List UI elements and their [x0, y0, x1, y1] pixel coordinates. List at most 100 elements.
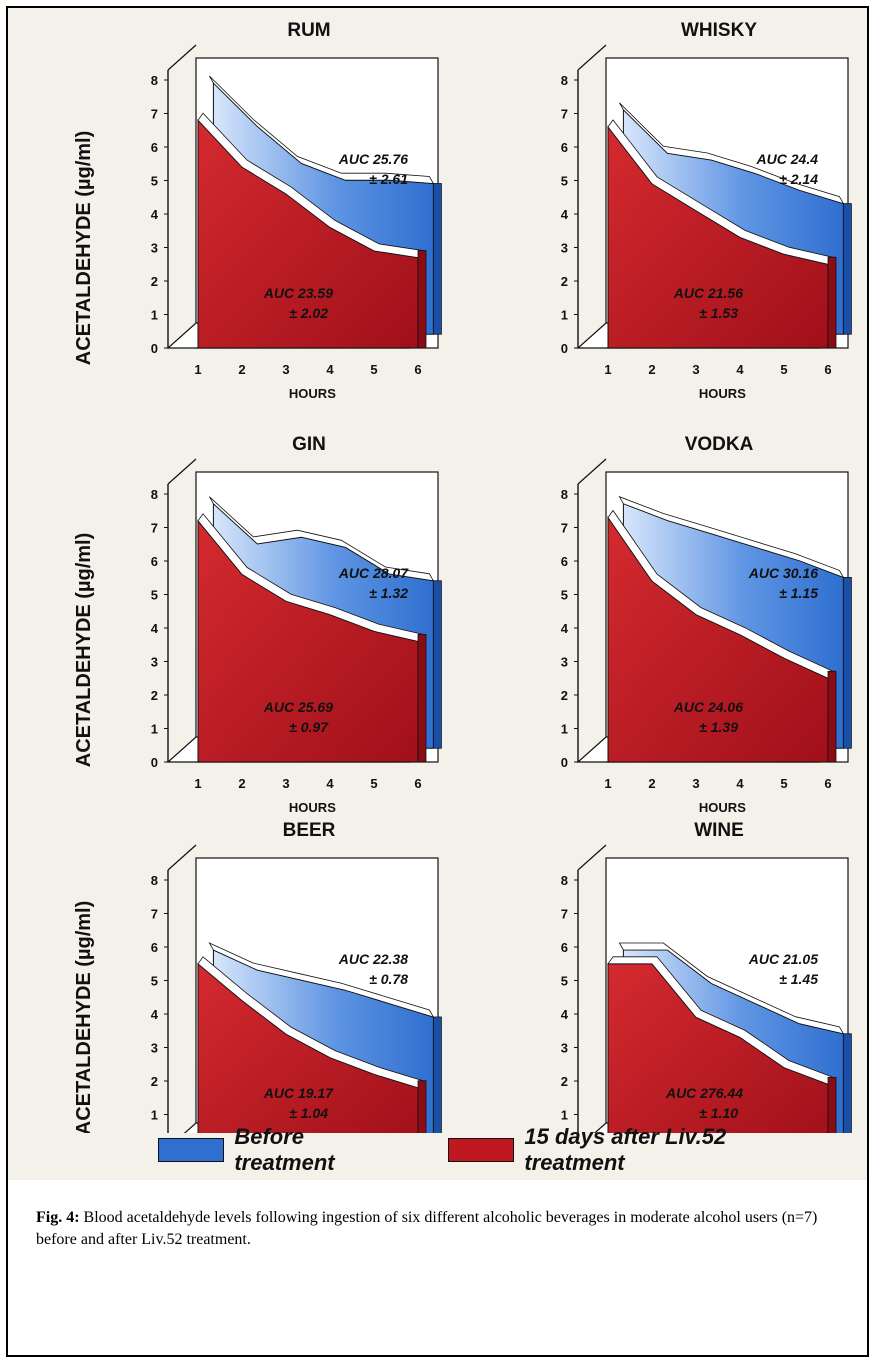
auc-after-label: AUC 25.69	[263, 699, 333, 715]
y-tick-label: 8	[151, 487, 158, 502]
x-tick-label: 2	[648, 362, 655, 377]
x-tick-label: 4	[736, 362, 744, 377]
y-tick-label: 7	[151, 907, 158, 922]
auc-after-label: AUC 19.17	[263, 1085, 334, 1101]
y-tick-label: 3	[151, 655, 158, 670]
y-tick-label: 0	[561, 755, 568, 770]
x-tick-label: 4	[326, 362, 334, 377]
area-before-lip	[618, 495, 845, 579]
caption-label: Fig. 4:	[36, 1209, 80, 1226]
y-tick-label: 6	[561, 554, 568, 569]
area-after-side	[417, 1080, 427, 1133]
y-tick-label: 1	[151, 722, 158, 737]
y-tick-label: 4	[151, 621, 159, 636]
y-tick-label: 0	[561, 341, 568, 356]
panel-title: BEER	[283, 820, 336, 841]
auc-before-label: AUC 25.76	[338, 151, 408, 167]
area-after-side	[827, 1076, 837, 1133]
x-tick-label: 6	[414, 776, 421, 791]
top-edge	[577, 458, 607, 485]
x-tick-label: 2	[238, 362, 245, 377]
x-tick-label: 3	[692, 362, 699, 377]
panel-title: VODKA	[685, 434, 754, 455]
y-tick-label: 8	[561, 73, 568, 88]
legend-swatch-before	[158, 1138, 225, 1162]
panel-title: RUM	[287, 20, 330, 41]
x-tick-label: 2	[648, 776, 655, 791]
x-axis-title: HOURS	[699, 800, 746, 815]
y-tick-label: 5	[561, 974, 568, 989]
top-edge	[577, 844, 607, 871]
y-tick-label: 0	[151, 755, 158, 770]
x-tick-label: 6	[414, 362, 421, 377]
x-tick-label: 2	[238, 776, 245, 791]
auc-after-sd: ± 1.39	[699, 719, 738, 735]
y-axis-title: ACETALDEHYDE (µg/ml)	[73, 131, 95, 365]
chart-panel-rum: RUM 0 1 2 3 4 5 6 7 8 1 2 3 4 5 6 HOURS AUC 25.76 ± 2.61 AU…	[151, 20, 442, 401]
y-tick-label: 8	[151, 873, 158, 888]
area-before-lip	[208, 942, 435, 1018]
y-tick-label: 5	[151, 588, 158, 603]
y-tick-label: 4	[561, 207, 569, 222]
y-tick-label: 4	[561, 621, 569, 636]
auc-before-label: AUC 28.07	[338, 565, 409, 581]
chart-panel-gin: GIN 0 1 2 3 4 5 6 7 8 1 2 3 4 5 6 HOURS AUC 28.07 ± 1.32 AU…	[151, 434, 442, 815]
x-tick-label: 5	[780, 362, 787, 377]
y-tick-label: 5	[561, 174, 568, 189]
y-axis-title: ACETALDEHYDE (µg/ml)	[73, 533, 95, 767]
panel-title: GIN	[292, 434, 326, 455]
auc-before-label: AUC 24.4	[756, 151, 819, 167]
y-tick-label: 2	[151, 688, 158, 703]
area-after-side	[417, 633, 427, 763]
y-tick-label: 6	[561, 140, 568, 155]
x-tick-label: 1	[604, 776, 611, 791]
y-tick-label: 2	[151, 274, 158, 289]
auc-after-sd: ± 1.53	[699, 305, 738, 321]
y-tick-label: 3	[561, 655, 568, 670]
y-tick-label: 1	[561, 722, 568, 737]
auc-before-label: AUC 21.05	[748, 951, 818, 967]
y-axis-title: ACETALDEHYDE (µg/ml)	[73, 901, 95, 1133]
area-before-side	[432, 580, 442, 749]
legend-item-before: Before treatment	[158, 1124, 406, 1176]
y-tick-label: 3	[561, 1041, 568, 1056]
y-tick-label: 2	[151, 1074, 158, 1089]
x-tick-label: 3	[692, 776, 699, 791]
auc-after-label: AUC 23.59	[263, 285, 333, 301]
x-tick-label: 5	[780, 776, 787, 791]
auc-after-sd: ± 1.10	[699, 1105, 738, 1121]
auc-after-sd: ± 0.97	[289, 719, 329, 735]
y-tick-label: 3	[561, 241, 568, 256]
y-tick-label: 7	[561, 107, 568, 122]
y-tick-label: 6	[151, 140, 158, 155]
legend-label-after: 15 days after Liv.52 treatment	[524, 1124, 727, 1175]
x-tick-label: 5	[370, 362, 377, 377]
chart-panel-beer: BEER012345678123456HOURSAUC 22.38± 0.78A…	[151, 820, 442, 1133]
area-before-lip	[209, 75, 435, 184]
chart-panel-wine: WINE012345678123456HOURSAUC 21.05± 1.45A…	[561, 820, 852, 1133]
y-tick-label: 1	[561, 308, 568, 323]
top-edge	[167, 44, 197, 71]
x-tick-label: 3	[282, 362, 289, 377]
area-after-side	[827, 256, 837, 349]
top-edge	[167, 844, 197, 871]
y-tick-label: 7	[151, 521, 158, 536]
area-after-side	[417, 250, 427, 349]
x-tick-label: 1	[194, 362, 201, 377]
y-tick-label: 6	[151, 940, 158, 955]
auc-before-sd: ± 1.45	[779, 971, 818, 987]
y-tick-label: 1	[561, 1108, 568, 1123]
auc-before-sd: ± 2.14	[779, 171, 818, 187]
x-tick-label: 1	[604, 362, 611, 377]
legend-swatch-after	[448, 1138, 515, 1162]
panel-title: WHISKY	[681, 20, 757, 41]
auc-after-label: AUC 24.06	[673, 699, 743, 715]
y-tick-label: 6	[561, 940, 568, 955]
area-before-lip	[209, 496, 435, 582]
y-tick-label: 5	[151, 974, 158, 989]
x-tick-label: 5	[370, 776, 377, 791]
chart-panel-whisky: WHISKY 0 1 2 3 4 5 6 7 8 1 2 3 4 5 6 HOURS AUC 24.4 ± 2.14…	[561, 20, 852, 401]
figure-caption: Fig. 4: Blood acetaldehyde levels follow…	[36, 1207, 846, 1251]
x-tick-label: 4	[326, 776, 334, 791]
auc-before-label: AUC 22.38	[338, 951, 408, 967]
